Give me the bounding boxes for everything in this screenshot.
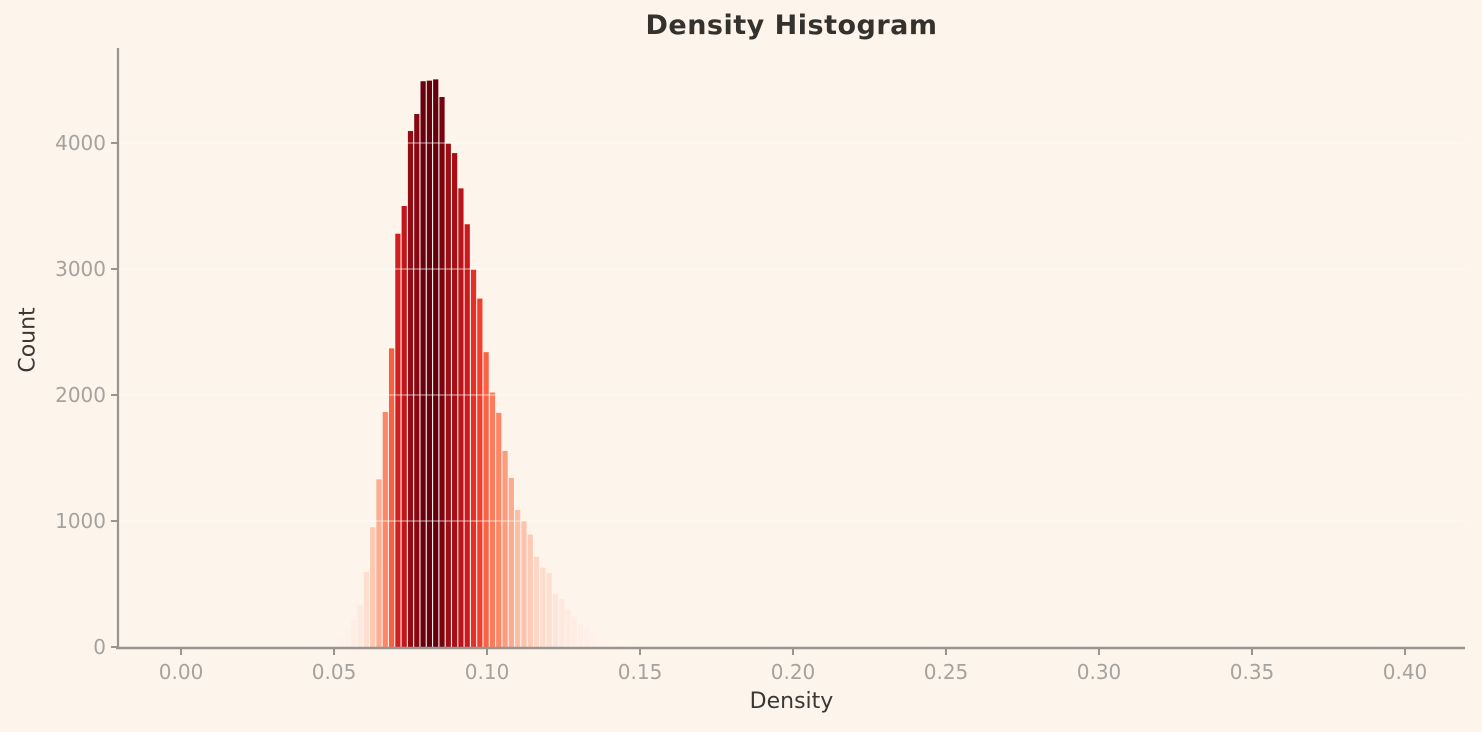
histogram-bar (609, 640, 615, 647)
x-tick-label: 0.15 (617, 660, 663, 684)
histogram-bar (628, 644, 634, 647)
histogram-bar (527, 534, 533, 647)
histogram-bar (395, 233, 401, 647)
histogram-bar (521, 521, 527, 647)
x-tick-label: 0.25 (923, 660, 969, 684)
histogram-bar (565, 609, 571, 647)
histogram-bar (382, 412, 388, 647)
y-axis-label: Count (15, 307, 41, 373)
histogram-bar (351, 619, 357, 647)
histogram-bar (433, 79, 439, 648)
histogram-bar (552, 594, 559, 647)
histogram-bar (571, 616, 577, 647)
x-tick-label: 0.10 (464, 660, 510, 684)
histogram-bar (597, 636, 603, 647)
horizontal-gridlines (118, 142, 1465, 522)
chart-title: Density Histogram (645, 10, 938, 41)
histogram-bar (622, 643, 628, 647)
histogram-bar (426, 80, 433, 647)
histogram-bar (458, 188, 464, 648)
histogram-bar (546, 573, 552, 647)
histogram-bar (508, 477, 514, 647)
histogram-bar (363, 572, 369, 647)
y-tick-label: 2000 (55, 383, 106, 407)
y-tick-label: 0 (93, 635, 106, 659)
histogram-bar (483, 352, 489, 647)
histogram-bar (414, 114, 420, 647)
histogram-bar (559, 599, 565, 647)
x-axis-label: Density (749, 689, 834, 714)
histogram-bar (357, 604, 363, 647)
x-tick-label: 0.40 (1382, 660, 1428, 684)
histogram-bar (439, 97, 445, 647)
histogram-bar (445, 143, 451, 647)
histogram-bar (515, 509, 521, 647)
histogram-bar (578, 623, 584, 647)
histogram-bar (407, 131, 414, 647)
histogram-bar (496, 412, 502, 647)
histogram-bar (641, 645, 647, 647)
histogram-bar (584, 628, 590, 647)
histogram-bar (464, 224, 470, 647)
histogram-bar (420, 81, 426, 647)
histogram-bar (401, 206, 407, 647)
histogram-bar (477, 298, 483, 647)
histogram-bar (603, 638, 609, 647)
histogram-bar (653, 646, 659, 647)
histogram-bar (370, 527, 376, 647)
histogram-bar (470, 269, 477, 647)
x-tick-label: 0.05 (311, 660, 357, 684)
histogram-bar (376, 479, 382, 647)
histogram-bar (344, 628, 351, 647)
histogram-bar (647, 646, 653, 647)
histogram-bar (615, 641, 622, 647)
histogram-bar (452, 153, 458, 647)
histogram-bars (338, 79, 672, 648)
histogram-bar (634, 645, 641, 647)
x-tick-label: 0.20 (770, 660, 816, 684)
y-tick-label: 1000 (55, 509, 106, 533)
x-tick-label: 0.30 (1076, 660, 1122, 684)
histogram-bar (388, 348, 395, 647)
y-tick-label: 4000 (55, 131, 106, 155)
histogram-bar (338, 635, 344, 647)
x-tick-label: 0.35 (1229, 660, 1275, 684)
x-tick-label: 0.00 (158, 660, 204, 684)
histogram-bar (502, 450, 508, 647)
y-tick-label: 3000 (55, 257, 106, 281)
axes-spines-and-ticks (111, 48, 1465, 655)
histogram-bar (540, 567, 546, 647)
histogram-bar (489, 392, 496, 647)
histogram-bar (533, 556, 540, 647)
histogram-bar (590, 631, 596, 647)
